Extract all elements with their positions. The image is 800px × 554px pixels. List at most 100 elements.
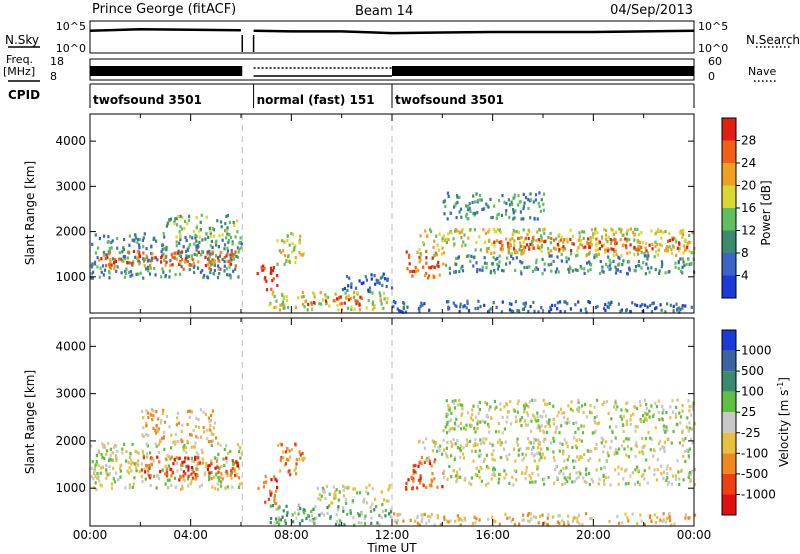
scatter-cell — [538, 425, 541, 429]
scatter-cell — [691, 441, 694, 445]
scatter-cell — [489, 307, 492, 311]
scatter-cell — [479, 305, 482, 309]
scatter-cell — [114, 259, 117, 264]
scatter-cell — [99, 483, 102, 487]
scatter-cell — [437, 248, 441, 252]
scatter-cell — [420, 455, 423, 459]
scatter-cell — [685, 262, 688, 266]
scatter-cell — [575, 438, 578, 443]
scatter-cell — [286, 511, 289, 515]
scatter-cell — [445, 240, 448, 245]
scatter-cell — [226, 226, 229, 230]
scatter-cell — [165, 470, 169, 474]
colorbar-swatch — [722, 432, 736, 454]
scatter-cell — [666, 302, 669, 306]
scatter-cell — [155, 239, 158, 243]
scatter-cell — [431, 479, 434, 483]
scatter-cell — [537, 465, 540, 469]
scatter-cell — [495, 405, 498, 409]
scatter-cell — [519, 241, 522, 245]
scatter-cell — [128, 270, 131, 274]
scatter-cell — [547, 251, 551, 255]
scatter-cell — [658, 418, 661, 422]
scatter-cell — [91, 276, 94, 280]
scatter-cell — [558, 300, 562, 304]
scatter-cell — [129, 451, 132, 455]
scatter-cell — [99, 471, 102, 475]
scatter-cell — [612, 232, 615, 236]
scatter-cell — [138, 251, 141, 255]
scatter-cell — [593, 419, 596, 423]
scatter-cell — [485, 437, 488, 441]
scatter-cell — [210, 477, 213, 481]
scatter-cell — [232, 220, 235, 225]
scatter-cell — [143, 232, 146, 236]
scatter-cell — [470, 476, 473, 480]
scatter-cell — [374, 497, 377, 501]
scatter-cell — [233, 223, 236, 227]
scatter-cell — [541, 228, 544, 232]
scatter-cell — [422, 241, 425, 245]
scatter-cell — [149, 266, 153, 270]
scatter-cell — [405, 250, 408, 254]
scatter-cell — [195, 253, 198, 257]
scatter-cell — [508, 261, 511, 265]
ytick-label: 2000 — [55, 225, 86, 239]
scatter-cell — [555, 427, 558, 431]
scatter-cell — [388, 512, 391, 516]
scatter-cell — [550, 249, 553, 253]
scatter-cell — [665, 410, 668, 415]
scatter-cell — [215, 459, 219, 463]
scatter-cell — [443, 200, 446, 204]
scatter-cell — [469, 259, 472, 263]
scatter-cell — [406, 305, 409, 309]
scatter-cell — [346, 512, 349, 516]
scatter-cell — [334, 490, 337, 494]
scatter-cell — [384, 514, 387, 518]
scatter-cell — [549, 231, 552, 236]
scatter-cell — [203, 430, 206, 434]
scatter-cell — [531, 398, 534, 402]
scatter-cell — [512, 208, 515, 212]
scatter-cell — [482, 228, 485, 232]
scatter-cell — [195, 467, 198, 471]
scatter-cell — [380, 515, 383, 519]
scatter-cell — [643, 251, 646, 255]
scatter-cell — [529, 480, 532, 484]
scatter-cell — [462, 446, 465, 450]
scatter-cell — [336, 520, 339, 524]
scatter-cell — [371, 307, 374, 312]
scatter-cell — [433, 460, 436, 464]
scatter-cell — [176, 461, 179, 465]
scatter-cell — [260, 268, 264, 272]
scatter-cell — [217, 442, 220, 446]
scatter-cell — [664, 429, 667, 433]
scatter-cell — [158, 442, 161, 447]
scatter-cell — [138, 470, 141, 474]
scatter-cell — [507, 250, 510, 254]
scatter-cell — [183, 226, 186, 230]
scatter-cell — [595, 442, 598, 447]
scatter-cell — [381, 509, 385, 513]
scatter-cell — [200, 483, 203, 487]
scatter-cell — [614, 399, 617, 403]
scatter-cell — [225, 444, 228, 448]
scatter-cell — [280, 455, 283, 460]
scatter-cell — [148, 466, 151, 471]
scatter-cell — [562, 467, 565, 471]
scatter-cell — [525, 446, 528, 450]
scatter-cell — [160, 256, 163, 260]
scatter-cell — [365, 278, 368, 282]
scatter-cell — [536, 267, 540, 271]
scatter-cell — [656, 253, 659, 257]
scatter-cell — [105, 476, 108, 480]
scatter-cell — [211, 258, 214, 262]
scatter-cell — [641, 452, 645, 456]
scatter-cell — [510, 309, 513, 313]
scatter-cell — [560, 246, 563, 250]
scatter-cell — [470, 482, 473, 486]
scatter-cell — [459, 475, 462, 479]
scatter-cell — [443, 238, 446, 242]
scatter-cell — [220, 472, 223, 476]
scatter-cell — [219, 220, 223, 224]
